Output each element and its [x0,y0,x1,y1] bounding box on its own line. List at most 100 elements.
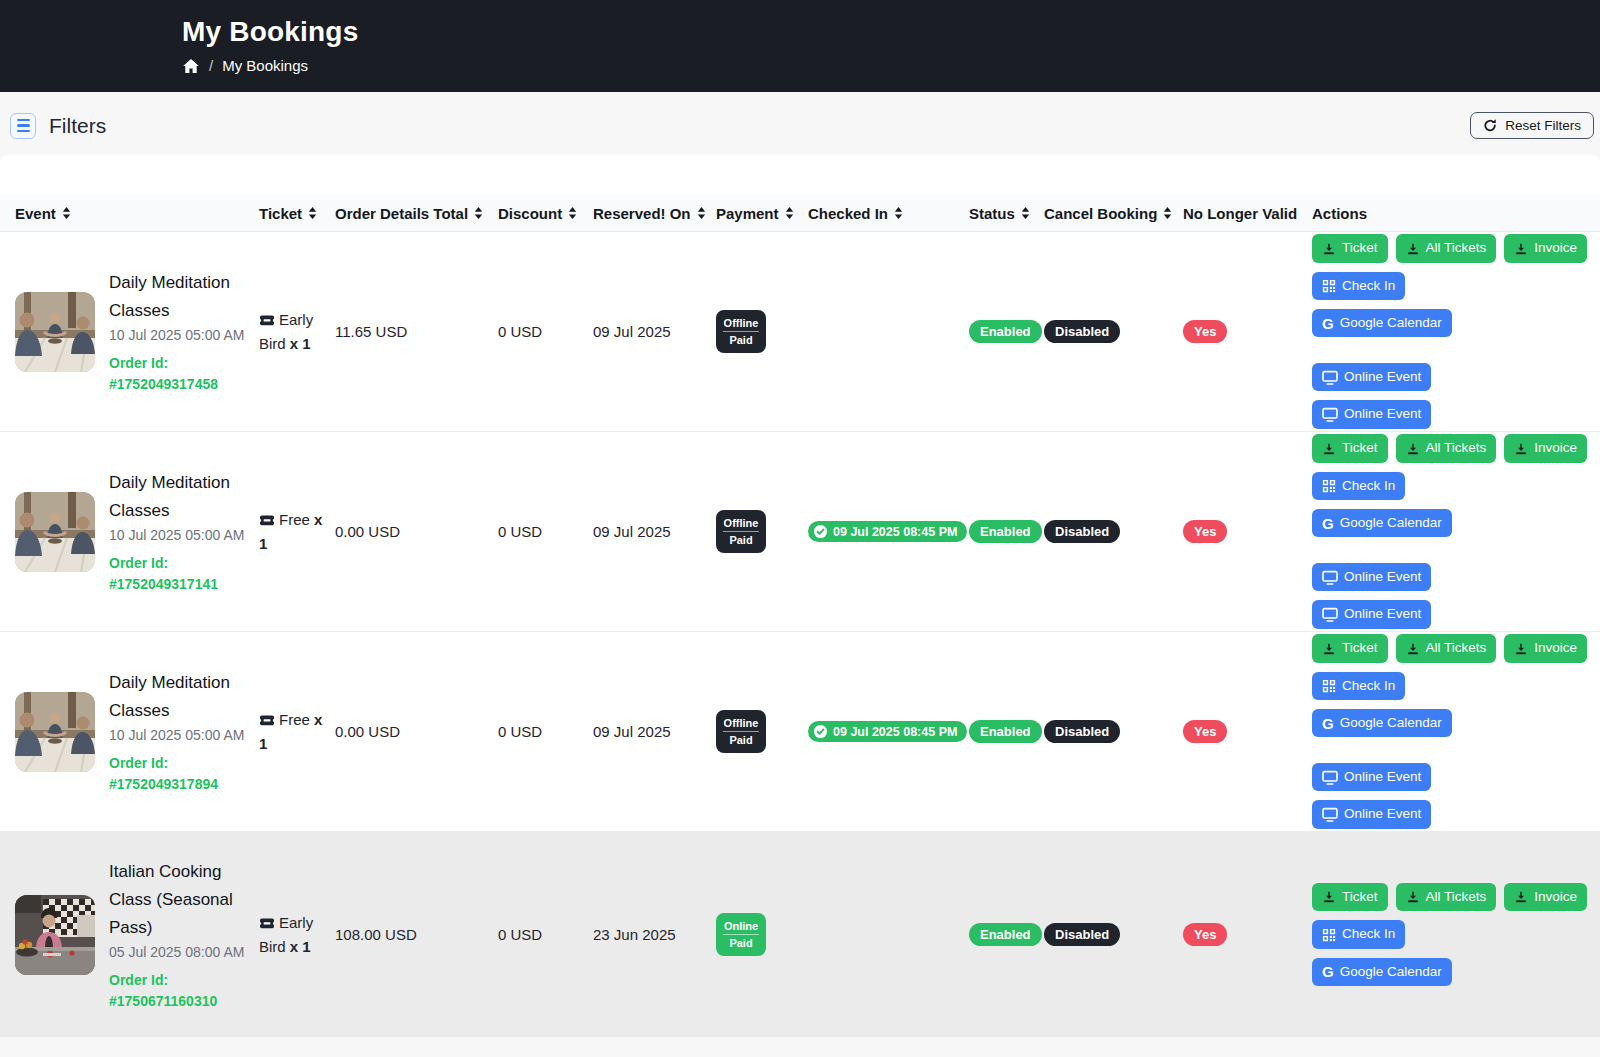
discount-cell: 0 USD [498,523,593,540]
table-row: Daily Meditation Classes 10 Jul 2025 05:… [0,232,1600,432]
column-header-event[interactable]: Event [15,205,259,222]
order-id: Order Id: #1752049317458 [109,353,249,394]
check-in-button[interactable]: Check In [1312,920,1405,948]
payment-badge: OfflinePaid [716,510,766,554]
download-icon [1322,242,1336,256]
sort-icon [696,206,707,220]
home-icon[interactable] [182,58,200,74]
reserved-on-cell: 23 Jun 2025 [593,926,716,943]
google-calendar-button[interactable]: GGoogle Calendar [1312,958,1452,986]
check-circle-icon [813,724,828,739]
invoice-download-button[interactable]: Invoice [1504,883,1587,911]
download-icon [1322,442,1336,456]
actions-cell: Ticket All Tickets Invoice Check In GGoo… [1312,883,1600,986]
check-in-button[interactable]: Check In [1312,272,1405,300]
no-longer-valid-badge: Yes [1183,720,1227,743]
event-datetime: 10 Jul 2025 05:00 AM [109,327,249,343]
status-badge: Enabled [969,320,1042,343]
download-icon [1514,442,1528,456]
page-title: My Bookings [182,16,1600,48]
ticket-cell: Free x 1 [259,509,335,555]
cancel-booking-cell: Disabled [1044,520,1183,543]
monitor-icon [1322,570,1338,585]
order-total-cell: 0.00 USD [335,523,498,540]
reserved-on-cell: 09 Jul 2025 [593,523,716,540]
check-in-button[interactable]: Check In [1312,472,1405,500]
online-event-button[interactable]: Online Event [1312,400,1431,428]
column-header-status[interactable]: Status [969,205,1044,222]
table-row: Daily Meditation Classes 10 Jul 2025 05:… [0,432,1600,632]
google-calendar-button[interactable]: GGoogle Calendar [1312,509,1452,537]
reserved-on-cell: 09 Jul 2025 [593,323,716,340]
page-header: My Bookings / My Bookings [0,0,1600,92]
status-cell: Enabled [969,720,1044,743]
google-calendar-button[interactable]: GGoogle Calendar [1312,709,1452,737]
filters-title: Filters [49,114,106,138]
no-longer-valid-cell: Yes [1183,923,1312,946]
column-header-actions: Actions [1312,205,1600,222]
column-header-order-details-total[interactable]: Order Details Total [335,205,498,222]
qr-code-icon [1322,679,1336,693]
column-header-discount[interactable]: Discount [498,205,593,222]
status-cell: Enabled [969,923,1044,946]
google-calendar-button[interactable]: GGoogle Calendar [1312,309,1452,337]
event-title: Italian Cooking Class (Seasonal Pass) [109,858,249,942]
cancel-booking-badge: Disabled [1044,720,1120,743]
invoice-download-button[interactable]: Invoice [1504,434,1587,462]
ticket-icon [259,711,275,733]
invoice-download-button[interactable]: Invoice [1504,234,1587,262]
all-tickets-download-button[interactable]: All Tickets [1396,634,1497,662]
status-badge: Enabled [969,720,1042,743]
column-header-ticket[interactable]: Ticket [259,205,335,222]
download-icon [1406,890,1420,904]
event-image [15,492,95,572]
payment-cell: OfflinePaid [716,510,808,554]
ticket-cell: Early Bird x 1 [259,309,335,355]
all-tickets-download-button[interactable]: All Tickets [1396,434,1497,462]
status-badge: Enabled [969,923,1042,946]
table-row: Daily Meditation Classes 10 Jul 2025 05:… [0,632,1600,832]
monitor-icon [1322,807,1338,822]
status-cell: Enabled [969,320,1044,343]
order-id: Order Id: #1752049317894 [109,753,249,794]
all-tickets-download-button[interactable]: All Tickets [1396,883,1497,911]
download-icon [1406,642,1420,656]
order-id: Order Id: #1752049317141 [109,553,249,594]
online-event-button[interactable]: Online Event [1312,763,1431,791]
check-circle-icon [813,524,828,539]
checked-in-cell: 09 Jul 2025 08:45 PM [808,521,969,542]
discount-cell: 0 USD [498,926,593,943]
check-in-button[interactable]: Check In [1312,672,1405,700]
sort-icon [1020,206,1031,220]
payment-badge: OfflinePaid [716,710,766,754]
reserved-on-cell: 09 Jul 2025 [593,723,716,740]
actions-cell: Ticket All Tickets Invoice Check In GGoo… [1312,234,1600,428]
online-event-button[interactable]: Online Event [1312,363,1431,391]
filter-toggle-button[interactable] [10,113,36,139]
order-total-cell: 108.00 USD [335,926,498,943]
invoice-download-button[interactable]: Invoice [1504,634,1587,662]
hamburger-icon [17,119,30,121]
online-event-button[interactable]: Online Event [1312,600,1431,628]
reset-filters-button[interactable]: Reset Filters [1470,112,1594,139]
download-icon [1322,890,1336,904]
column-header-checked-in[interactable]: Checked In [808,205,969,222]
qr-code-icon [1322,928,1336,942]
column-header-payment[interactable]: Payment [716,205,808,222]
ticket-download-button[interactable]: Ticket [1312,634,1388,662]
column-header-cancel-booking[interactable]: Cancel Booking [1044,205,1183,222]
online-event-button[interactable]: Online Event [1312,563,1431,591]
sort-icon [473,206,484,220]
download-icon [1406,242,1420,256]
no-longer-valid-badge: Yes [1183,520,1227,543]
all-tickets-download-button[interactable]: All Tickets [1396,234,1497,262]
online-event-button[interactable]: Online Event [1312,800,1431,828]
column-header-reserved-on[interactable]: Reserved! On [593,205,716,222]
payment-cell: OfflinePaid [716,710,808,754]
ticket-download-button[interactable]: Ticket [1312,434,1388,462]
qr-code-icon [1322,479,1336,493]
event-datetime: 05 Jul 2025 08:00 AM [109,944,249,960]
breadcrumb-separator: / [209,57,213,74]
ticket-download-button[interactable]: Ticket [1312,234,1388,262]
ticket-download-button[interactable]: Ticket [1312,883,1388,911]
